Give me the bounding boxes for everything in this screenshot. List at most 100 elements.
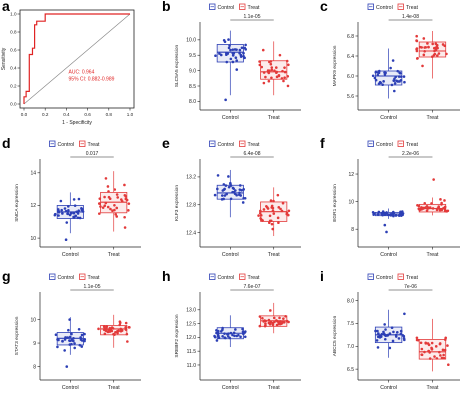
x-tick-label: Treat (426, 385, 438, 391)
data-point (78, 216, 82, 220)
data-point (238, 48, 242, 52)
data-point (259, 209, 262, 213)
data-point (63, 207, 67, 210)
data-point (231, 186, 235, 190)
data-point (259, 217, 262, 220)
legend-label: Treat (406, 142, 418, 148)
data-point (220, 194, 224, 197)
panel-letter: e (162, 135, 170, 151)
data-point (273, 69, 276, 72)
chart-svg-c: Control Treat 5.6 6.0 6.4 6.8 MAPK9 expression… (332, 3, 460, 121)
chart-svg-e: Control Treat 12.4 12.8 13.2 KLF3 expression C… (174, 140, 301, 258)
data-point (415, 34, 418, 38)
y-tick-label: 10 (30, 236, 36, 242)
data-point (106, 185, 110, 188)
box-treat (415, 31, 448, 79)
data-point (438, 208, 442, 212)
data-point (398, 71, 401, 75)
data-point (241, 330, 245, 334)
data-point (223, 194, 227, 197)
y-axis-label: STAT3 expression (14, 316, 20, 355)
box-control (213, 315, 247, 348)
outlier-point (432, 178, 435, 181)
data-point (445, 52, 448, 56)
data-point (225, 192, 228, 196)
data-point (228, 336, 232, 340)
data-point (376, 329, 379, 333)
data-point (233, 334, 236, 338)
data-point (265, 204, 268, 208)
data-point (436, 46, 439, 50)
legend: Control Treat (367, 140, 418, 148)
y-tick-label: 12 (30, 203, 36, 209)
pvalue-label: 1.1e-05 (84, 284, 101, 290)
data-point (401, 212, 405, 215)
box-treat (257, 187, 291, 237)
data-point (270, 76, 273, 80)
data-point (383, 212, 387, 215)
data-point (238, 188, 242, 191)
data-point (221, 335, 224, 338)
y-tick-label: 6.0 (347, 74, 354, 80)
box-control (374, 309, 406, 358)
box-control (53, 192, 85, 242)
data-point (374, 70, 378, 74)
data-point (399, 329, 403, 333)
data-point (124, 321, 128, 325)
data-point (395, 331, 399, 334)
legend-label: Control (218, 275, 235, 281)
data-point (271, 209, 275, 212)
data-point (238, 184, 242, 187)
data-point (268, 60, 271, 64)
data-point (67, 205, 70, 208)
data-point (390, 326, 394, 330)
data-point (127, 209, 130, 212)
data-point (229, 182, 232, 186)
data-point (287, 209, 291, 213)
data-point (436, 54, 439, 57)
panel-h: h Control Treat 11.0 11.5 12.0 12.5 13.0 SREBF2 … (160, 268, 315, 400)
data-point (435, 357, 439, 360)
annotation: 95% CI: 0.882-0.989 (69, 76, 115, 82)
data-point (381, 210, 385, 213)
data-point (80, 345, 84, 348)
data-point (281, 69, 284, 73)
data-point (259, 214, 263, 217)
data-point (110, 329, 114, 333)
data-point (217, 336, 221, 339)
y-tick-label: 12.8 (186, 203, 196, 209)
data-point (376, 346, 380, 349)
data-point (111, 209, 114, 212)
y-tick-label: 0.2 (10, 84, 17, 89)
y-axis-label: SLC5A5 expression (174, 44, 180, 87)
data-point (235, 334, 239, 338)
y-tick-label: 6.5 (347, 367, 354, 373)
legend-label: Control (218, 142, 235, 148)
data-point (108, 197, 112, 200)
data-point (397, 75, 401, 78)
data-point (260, 65, 264, 69)
data-point (420, 347, 424, 351)
data-point (68, 318, 71, 321)
box-control (371, 48, 406, 99)
data-point (223, 187, 226, 191)
data-point (381, 83, 384, 86)
data-point (426, 342, 430, 345)
data-point (277, 206, 281, 209)
data-point (428, 357, 432, 360)
data-point (222, 183, 226, 186)
y-tick-label: 0.8 (10, 30, 17, 35)
data-point (443, 199, 446, 202)
data-point (423, 201, 427, 205)
data-point (269, 62, 273, 66)
data-point (70, 332, 73, 335)
data-point (283, 76, 286, 79)
legend: Control Treat (367, 273, 418, 281)
data-point (379, 335, 383, 338)
data-point (434, 42, 438, 46)
y-tick-label: 12.4 (186, 230, 196, 236)
data-point (72, 211, 76, 215)
data-point (389, 214, 393, 217)
legend-label: Control (376, 275, 393, 281)
data-point (234, 56, 238, 60)
